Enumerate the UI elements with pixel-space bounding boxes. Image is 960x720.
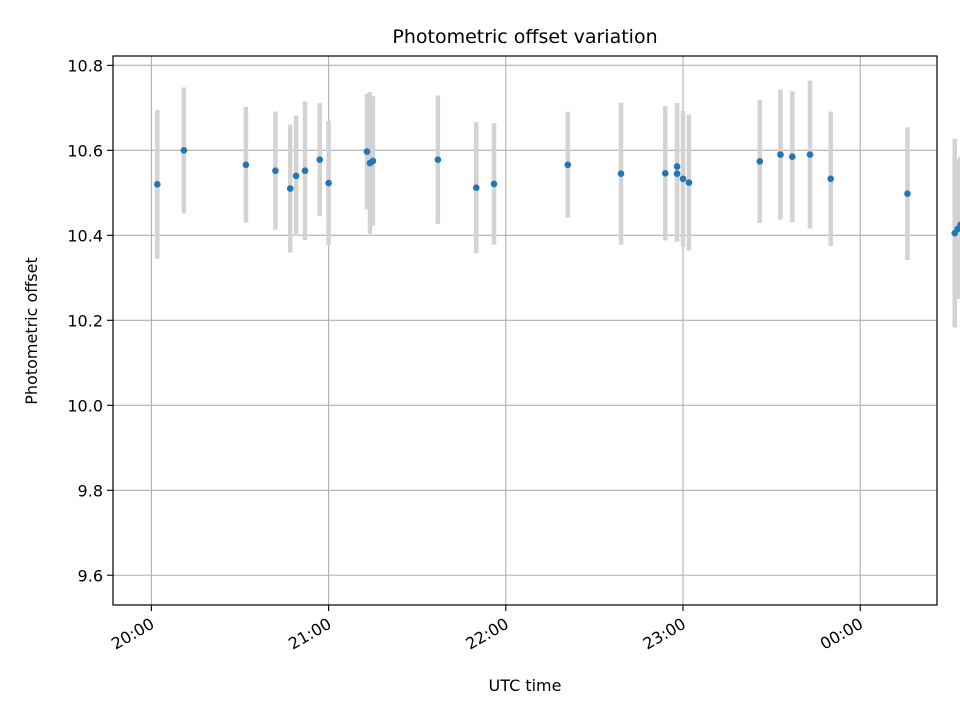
data-point <box>242 161 250 169</box>
y-tick-label: 10.2 <box>67 311 103 330</box>
data-point <box>286 185 294 192</box>
data-point <box>954 225 960 233</box>
data-point <box>617 170 625 178</box>
data-point <box>957 221 960 228</box>
data-point <box>679 175 687 183</box>
y-tick-label: 9.6 <box>78 566 103 585</box>
data-point <box>292 172 300 180</box>
data-point <box>777 151 784 158</box>
data-point <box>564 161 572 169</box>
plot-frame <box>112 55 938 606</box>
y-tick-label: 10.4 <box>67 226 103 245</box>
data-point <box>363 148 371 155</box>
data-points <box>154 147 960 237</box>
data-point <box>154 181 161 188</box>
data-point <box>673 170 681 178</box>
data-point <box>316 156 324 163</box>
data-point <box>325 179 332 187</box>
data-point <box>434 156 442 163</box>
y-tick-label: 10.8 <box>67 56 103 75</box>
data-point <box>756 158 764 165</box>
data-point <box>827 175 834 183</box>
data-point <box>673 163 681 170</box>
data-point <box>180 147 188 154</box>
data-point <box>806 151 814 158</box>
data-point <box>272 167 279 175</box>
grid <box>113 56 937 605</box>
chart-title: Photometric offset variation <box>392 26 657 48</box>
data-point <box>904 190 911 197</box>
data-point <box>490 180 498 188</box>
data-point <box>788 153 796 161</box>
y-axis-label: Photometric offset <box>22 257 41 405</box>
data-point <box>301 167 309 175</box>
data-point <box>369 157 377 165</box>
y-axis-ticks: 9.6 9.8 10.0 10.2 10.4 10.6 10.8 <box>67 56 113 585</box>
y-tick-label: 9.8 <box>78 481 103 500</box>
data-point <box>685 179 693 186</box>
y-tick-label: 10.6 <box>67 141 103 160</box>
x-axis-label: UTC time <box>489 676 562 695</box>
y-tick-label: 10.0 <box>67 396 103 415</box>
data-point <box>661 169 669 177</box>
data-point <box>472 184 480 192</box>
